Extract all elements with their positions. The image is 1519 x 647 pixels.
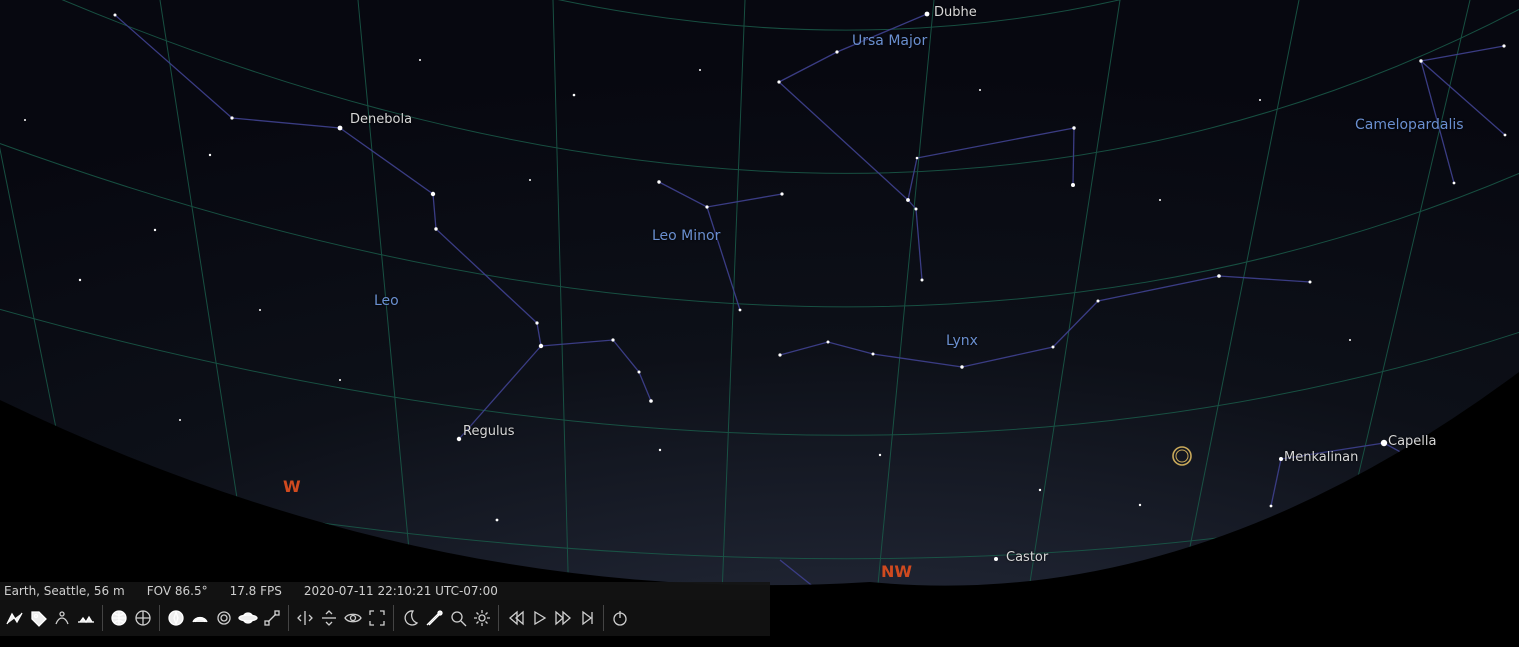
star[interactable] xyxy=(179,419,181,421)
star[interactable] xyxy=(921,279,924,282)
star[interactable] xyxy=(915,208,918,211)
status-fov: FOV 86.5° xyxy=(147,584,208,598)
constellation-lines-toggle[interactable] xyxy=(2,602,26,634)
star[interactable] xyxy=(657,180,660,183)
star[interactable] xyxy=(1072,126,1075,129)
star[interactable] xyxy=(457,437,461,441)
star[interactable] xyxy=(259,309,261,311)
night-mode-toggle[interactable] xyxy=(398,602,422,634)
deep-sky-toggle[interactable] xyxy=(212,602,236,634)
star[interactable] xyxy=(434,227,437,230)
flip-vertical-button[interactable] xyxy=(317,602,341,634)
ocular-view-button[interactable] xyxy=(341,602,365,634)
star[interactable] xyxy=(1139,504,1141,506)
star[interactable] xyxy=(573,94,576,97)
star[interactable] xyxy=(1159,199,1161,201)
star[interactable] xyxy=(154,229,156,231)
star[interactable] xyxy=(994,557,998,561)
star[interactable] xyxy=(1039,489,1041,491)
star[interactable] xyxy=(431,192,435,196)
status-datetime: 2020-07-11 22:10:21 UTC-07:00 xyxy=(304,584,498,598)
star[interactable] xyxy=(1309,281,1312,284)
star[interactable] xyxy=(778,353,781,356)
star[interactable] xyxy=(1097,300,1100,303)
star[interactable] xyxy=(496,519,499,522)
cardinal-points-toggle[interactable] xyxy=(164,602,188,634)
star[interactable] xyxy=(1381,440,1387,446)
star[interactable] xyxy=(827,341,830,344)
star[interactable] xyxy=(1453,182,1456,185)
star[interactable] xyxy=(230,116,233,119)
star[interactable] xyxy=(979,89,981,91)
star[interactable] xyxy=(872,353,875,356)
main-toolbar xyxy=(0,600,770,636)
star[interactable] xyxy=(419,59,421,61)
star[interactable] xyxy=(535,321,538,324)
constellation-art-toggle[interactable] xyxy=(50,602,74,634)
status-location: Earth, Seattle, 56 m xyxy=(4,584,125,598)
time-rewind-button[interactable] xyxy=(503,602,527,634)
star[interactable] xyxy=(1504,134,1507,137)
star[interactable] xyxy=(338,126,343,131)
star[interactable] xyxy=(835,50,838,53)
full-screen-button[interactable] xyxy=(365,602,389,634)
star[interactable] xyxy=(906,198,910,202)
star[interactable] xyxy=(739,309,742,312)
meteor-toggle[interactable] xyxy=(422,602,446,634)
star[interactable] xyxy=(114,14,117,17)
star[interactable] xyxy=(1502,44,1505,47)
star[interactable] xyxy=(1419,59,1422,62)
status-bar: Earth, Seattle, 56 m FOV 86.5° 17.8 FPS … xyxy=(0,582,770,600)
star[interactable] xyxy=(649,399,653,403)
star[interactable] xyxy=(209,154,211,156)
atmosphere-toggle[interactable] xyxy=(188,602,212,634)
star[interactable] xyxy=(960,365,963,368)
time-now-button[interactable] xyxy=(575,602,599,634)
azimuthal-grid-toggle[interactable] xyxy=(107,602,131,634)
star[interactable] xyxy=(611,338,614,341)
star[interactable] xyxy=(780,192,783,195)
search-button[interactable] xyxy=(446,602,470,634)
star[interactable] xyxy=(79,279,81,281)
star[interactable] xyxy=(1217,274,1221,278)
flip-horizontal-button[interactable] xyxy=(293,602,317,634)
star[interactable] xyxy=(777,80,780,83)
quit-button[interactable] xyxy=(608,602,632,634)
star[interactable] xyxy=(1279,457,1283,461)
star[interactable] xyxy=(1270,505,1273,508)
ground-toggle[interactable] xyxy=(74,602,98,634)
star[interactable] xyxy=(24,119,26,121)
star[interactable] xyxy=(916,157,919,160)
constellation-labels-toggle[interactable] xyxy=(26,602,50,634)
star[interactable] xyxy=(1071,183,1075,187)
star[interactable] xyxy=(699,69,701,71)
star[interactable] xyxy=(529,179,531,181)
equatorial-grid-toggle[interactable] xyxy=(131,602,155,634)
star[interactable] xyxy=(1259,99,1261,101)
sky-view[interactable] xyxy=(0,0,1519,647)
star[interactable] xyxy=(705,205,708,208)
star[interactable] xyxy=(638,371,641,374)
star[interactable] xyxy=(1349,339,1351,341)
config-button[interactable] xyxy=(470,602,494,634)
time-play-button[interactable] xyxy=(527,602,551,634)
star[interactable] xyxy=(925,12,930,17)
star[interactable] xyxy=(539,344,543,348)
star[interactable] xyxy=(879,454,881,456)
status-fps: 17.8 FPS xyxy=(230,584,282,598)
time-forward-button[interactable] xyxy=(551,602,575,634)
planets-toggle[interactable] xyxy=(236,602,260,634)
star[interactable] xyxy=(339,379,341,381)
star[interactable] xyxy=(659,449,661,451)
star[interactable] xyxy=(1052,346,1055,349)
satellites-toggle[interactable] xyxy=(260,602,284,634)
